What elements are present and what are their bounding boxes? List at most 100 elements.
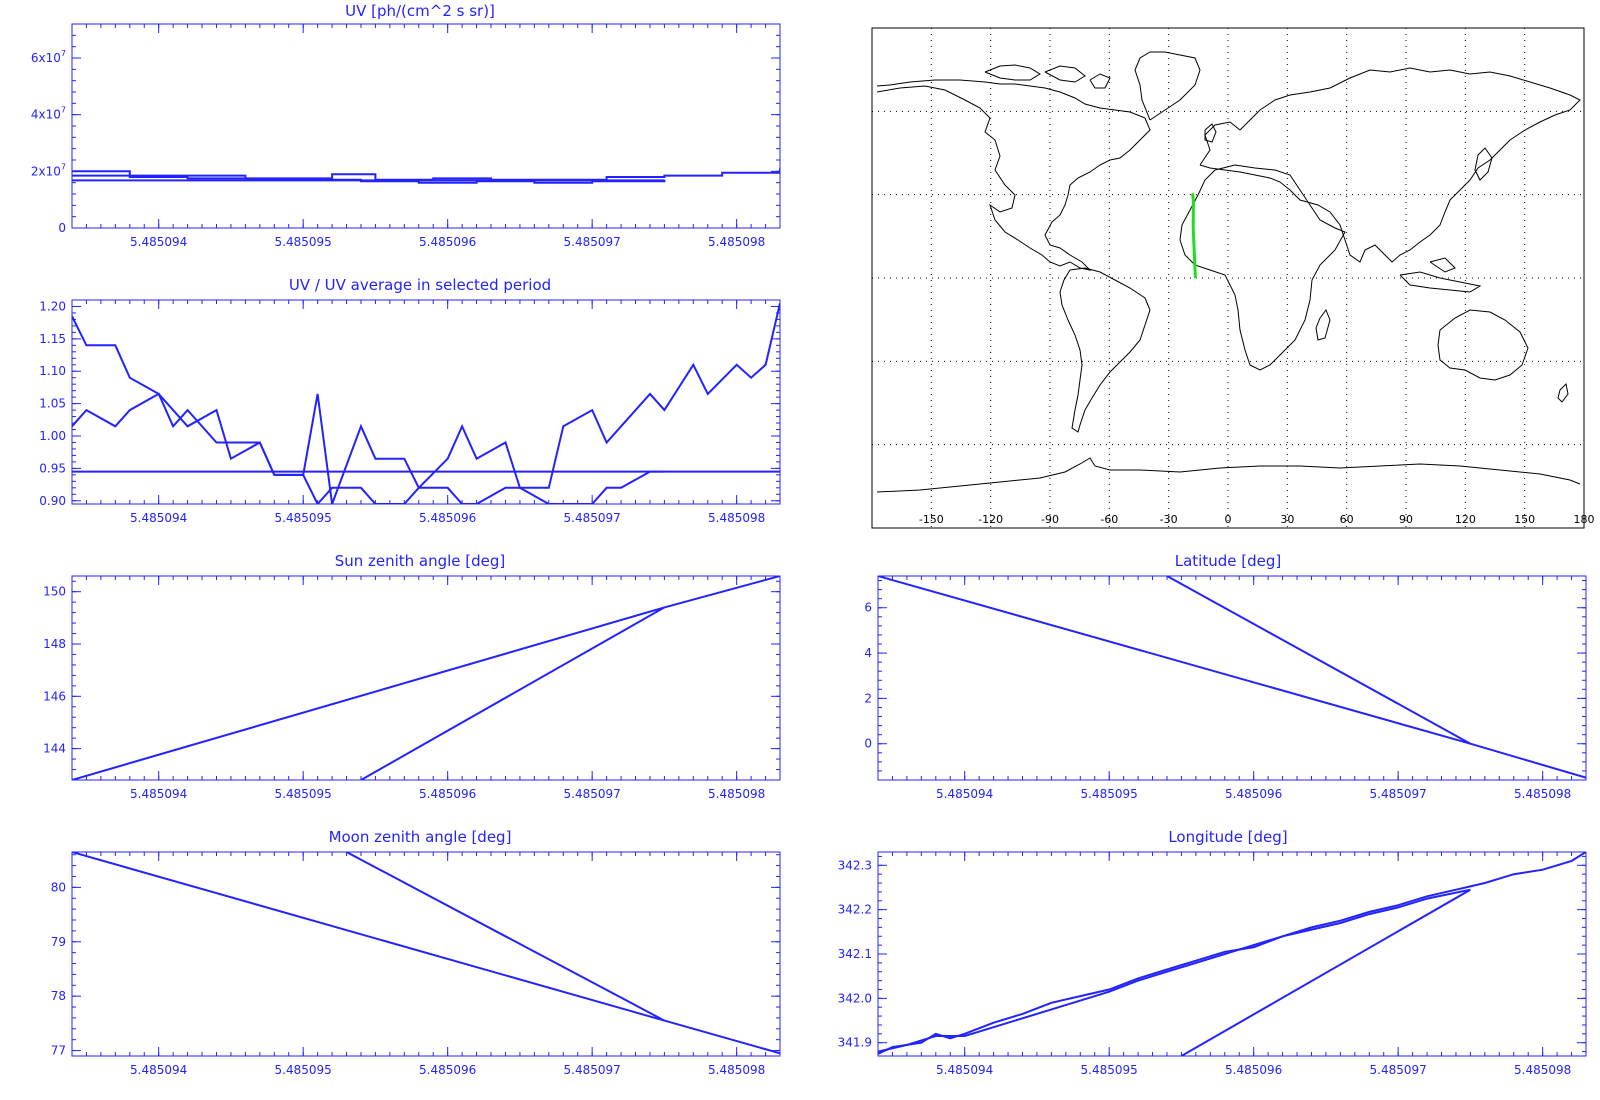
moon_zenith-y-tick-label: 77: [51, 1044, 66, 1058]
map-lon-tick-label: -30: [1160, 513, 1178, 526]
uv_ratio-x-tick-label: 5.485098: [708, 511, 765, 525]
longitude-y-tick-label: 342.2: [838, 903, 872, 917]
latitude-series-0-line: [878, 576, 1586, 779]
sun_zenith-x-tick-label: 5.485096: [419, 787, 476, 801]
moon_zenith-y-tick-label: 79: [51, 935, 66, 949]
uv-series-0-line: [72, 168, 780, 181]
latitude-x-tick-label: 5.485098: [1514, 787, 1571, 801]
africa-coast: [1179, 164, 1346, 371]
map-lon-tick-label: -90: [1041, 513, 1059, 526]
sun_zenith-panel: 5.485094 5.485095 5.485096 5.485097 5.485098…: [43, 575, 781, 801]
arctic-islands-coast: [984, 64, 1111, 89]
antarctica-coast: [876, 457, 1581, 493]
moon_zenith-x-tick-label: 5.485096: [419, 1063, 476, 1077]
uv_ratio-y-tick-label: 1.10: [39, 364, 66, 378]
uv-x-tick-label: 5.485095: [275, 235, 332, 249]
longitude-panel: 5.485094 5.485095 5.485096 5.485097 5.485098…: [838, 851, 1587, 1077]
map-lon-tick-label: 150: [1514, 513, 1535, 526]
longitude-x-tick-label: 5.485097: [1370, 1063, 1427, 1077]
moon_zenith-series-0-line: [72, 852, 780, 1055]
latitude-title: Latitude [deg]: [1175, 552, 1281, 570]
new-zealand-coast: [1557, 382, 1569, 403]
latitude-x-tick-label: 5.485096: [1225, 787, 1282, 801]
madagascar-coast: [1315, 308, 1331, 341]
moon_zenith-x-tick-label: 5.485098: [708, 1063, 765, 1077]
longitude-y-tick-label: 342.0: [838, 991, 872, 1005]
longitude-x-tick-label: 5.485096: [1225, 1063, 1282, 1077]
uv-axes-frame: [71, 23, 781, 229]
map-graticule: [872, 28, 1584, 528]
sun_zenith-y-tick-label: 146: [43, 689, 66, 703]
longitude-x-tick-label: 5.485095: [1081, 1063, 1138, 1077]
latitude-x-tick-label: 5.485097: [1370, 787, 1427, 801]
uv_ratio-panel: 5.485094 5.485095 5.485096 5.485097 5.485098…: [39, 299, 781, 525]
coastlines: [876, 51, 1581, 493]
north-america-coast: [876, 79, 1151, 271]
longitude-y-tick-label: 342.1: [838, 947, 872, 961]
map-lon-tick-label: 180: [1574, 513, 1595, 526]
sun_zenith-y-tick-label: 148: [43, 637, 66, 651]
world-map: -150 -120 -90 -60 -30 0 30 60 90 120 150 180: [871, 27, 1595, 529]
longitude-title: Longitude [deg]: [1168, 828, 1287, 846]
sun_zenith-x-tick-label: 5.485098: [708, 787, 765, 801]
uv-y-tick-label: 4x107: [31, 106, 66, 122]
latitude-y-tick-label: 0: [864, 737, 872, 751]
uv_ratio-x-tick-label: 5.485094: [130, 511, 187, 525]
longitude-series-2-line: [1180, 888, 1471, 1056]
uv_ratio-y-tick-label: 1.15: [39, 332, 66, 346]
japan-coast: [1474, 147, 1493, 181]
uv_ratio-x-tick-label: 5.485096: [419, 511, 476, 525]
latitude-y-tick-label: 6: [864, 601, 872, 615]
britain-coast: [1204, 123, 1217, 143]
indonesia-coast: [1399, 257, 1482, 293]
sun_zenith-x-tick-label: 5.485095: [275, 787, 332, 801]
sun_zenith-series-0-line: [72, 576, 780, 780]
map-lon-tick-label: -60: [1100, 513, 1118, 526]
moon_zenith-x-tick-label: 5.485097: [564, 1063, 621, 1077]
uv_ratio-y-tick-label: 1.05: [39, 397, 66, 411]
uv-ratio-title: UV / UV average in selected period: [289, 276, 551, 294]
map-lon-tick-label: 120: [1455, 513, 1476, 526]
south-america-coast: [1059, 267, 1151, 433]
map-lon-tick-label: -150: [919, 513, 944, 526]
latitude-y-tick-label: 2: [864, 691, 872, 705]
moon-zenith-title: Moon zenith angle [deg]: [329, 828, 512, 846]
map-lon-tick-label: 0: [1225, 513, 1232, 526]
uv_ratio-series-0-line: [72, 392, 780, 504]
latitude-x-tick-label: 5.485094: [936, 787, 993, 801]
moon_zenith-x-tick-label: 5.485095: [275, 1063, 332, 1077]
uv-y-tick-label: 0: [58, 221, 66, 235]
longitude-x-tick-label: 5.485098: [1514, 1063, 1571, 1077]
map-lon-tick-label: -120: [978, 513, 1003, 526]
sun-zenith-title: Sun zenith angle [deg]: [335, 552, 506, 570]
uv_ratio-y-tick-label: 1.00: [39, 429, 66, 443]
map-frame: [871, 27, 1585, 529]
uv_ratio-y-tick-label: 1.20: [39, 299, 66, 313]
longitude-series-0-line: [878, 852, 1586, 1055]
uv-panel: 5.485094 5.485095 5.485096 5.485097 5.485098…: [31, 23, 781, 249]
sun_zenith-y-tick-label: 150: [43, 585, 66, 599]
uv_ratio-y-tick-label: 0.95: [39, 461, 66, 475]
map-lon-tick-label: 30: [1280, 513, 1294, 526]
satellite-ground-track: [1191, 193, 1197, 279]
moon_zenith-y-tick-label: 80: [51, 880, 66, 894]
moon_zenith-panel: 5.485094 5.485095 5.485096 5.485097 5.485098…: [51, 851, 781, 1077]
moon_zenith-axes-frame: [71, 851, 781, 1057]
longitude-series-1-line: [878, 888, 1471, 1053]
sun_zenith-y-tick-label: 144: [43, 742, 66, 756]
uv-x-tick-label: 5.485094: [130, 235, 187, 249]
latitude-panel: 5.485094 5.485095 5.485096 5.485097 5.485098…: [864, 575, 1587, 801]
map-lon-tick-label: 60: [1340, 513, 1354, 526]
moon_zenith-y-tick-label: 78: [51, 989, 66, 1003]
longitude-y-tick-label: 341.9: [838, 1036, 872, 1050]
uv_ratio-x-tick-label: 5.485095: [275, 511, 332, 525]
australia-coast: [1437, 309, 1529, 381]
uv-x-tick-label: 5.485097: [564, 235, 621, 249]
sun_zenith-series-1-line: [360, 606, 665, 780]
uv_ratio-axes-frame: [71, 299, 781, 505]
uv-y-tick-label: 2x107: [31, 162, 66, 178]
latitude-x-tick-label: 5.485095: [1081, 787, 1138, 801]
longitude-y-tick-label: 342.3: [838, 858, 872, 872]
map-longitude-ticks: -150 -120 -90 -60 -30 0 30 60 90 120 150 180: [919, 513, 1595, 526]
